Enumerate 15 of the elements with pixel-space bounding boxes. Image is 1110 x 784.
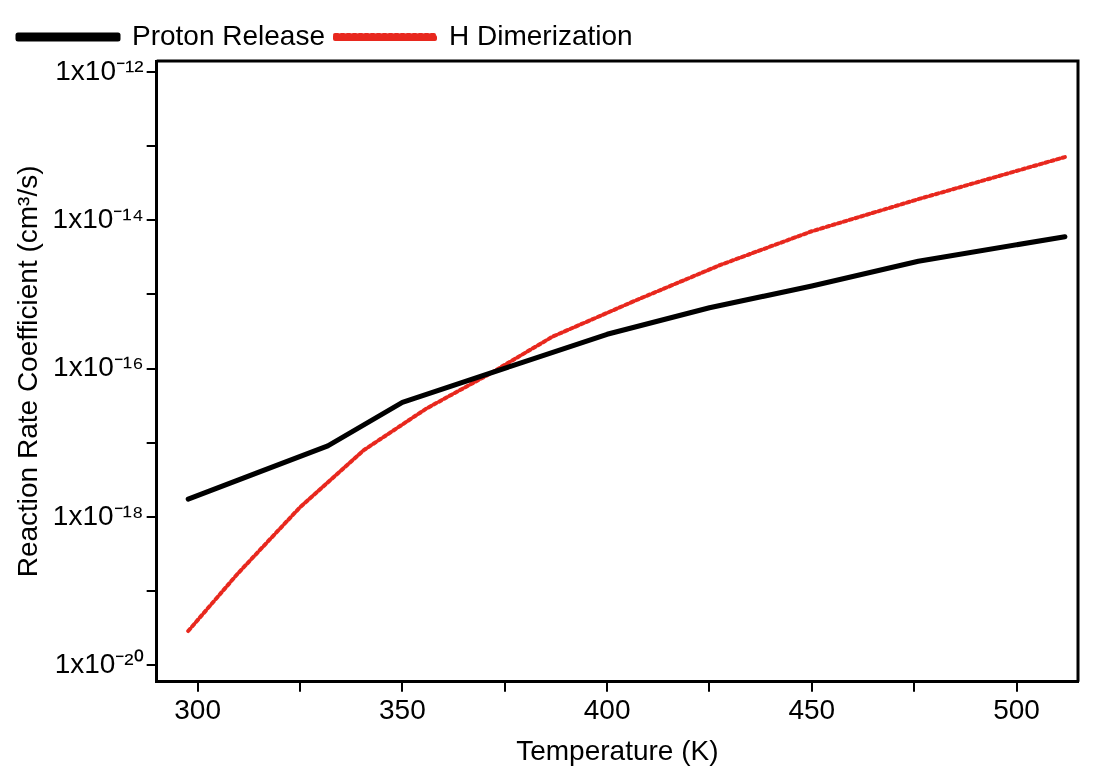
y-tick-label: 1x10⁻¹²: [55, 54, 144, 86]
legend-label: H Dimerization: [449, 19, 633, 51]
y-axis-title: Reaction Rate Coefficient (cm³/s): [11, 165, 43, 578]
line-series: [186, 155, 1067, 634]
x-tick-label: 300: [174, 694, 221, 726]
y-tick-label: 1x10⁻¹⁴: [52, 202, 144, 234]
y-tick-label: 1x10⁻²⁰: [54, 648, 144, 680]
y-tick-label: 1x10⁻¹⁶: [53, 351, 144, 383]
x-axis-title: Temperature (K): [516, 734, 719, 766]
y-tick-label: 1x10⁻¹⁸: [52, 499, 144, 531]
x-tick-label: 500: [993, 694, 1040, 726]
legend-label: Proton Release: [132, 19, 326, 51]
x-tick-label: 350: [379, 694, 426, 726]
x-tick-label: 450: [788, 694, 836, 726]
x-tick-label: 400: [583, 694, 631, 726]
